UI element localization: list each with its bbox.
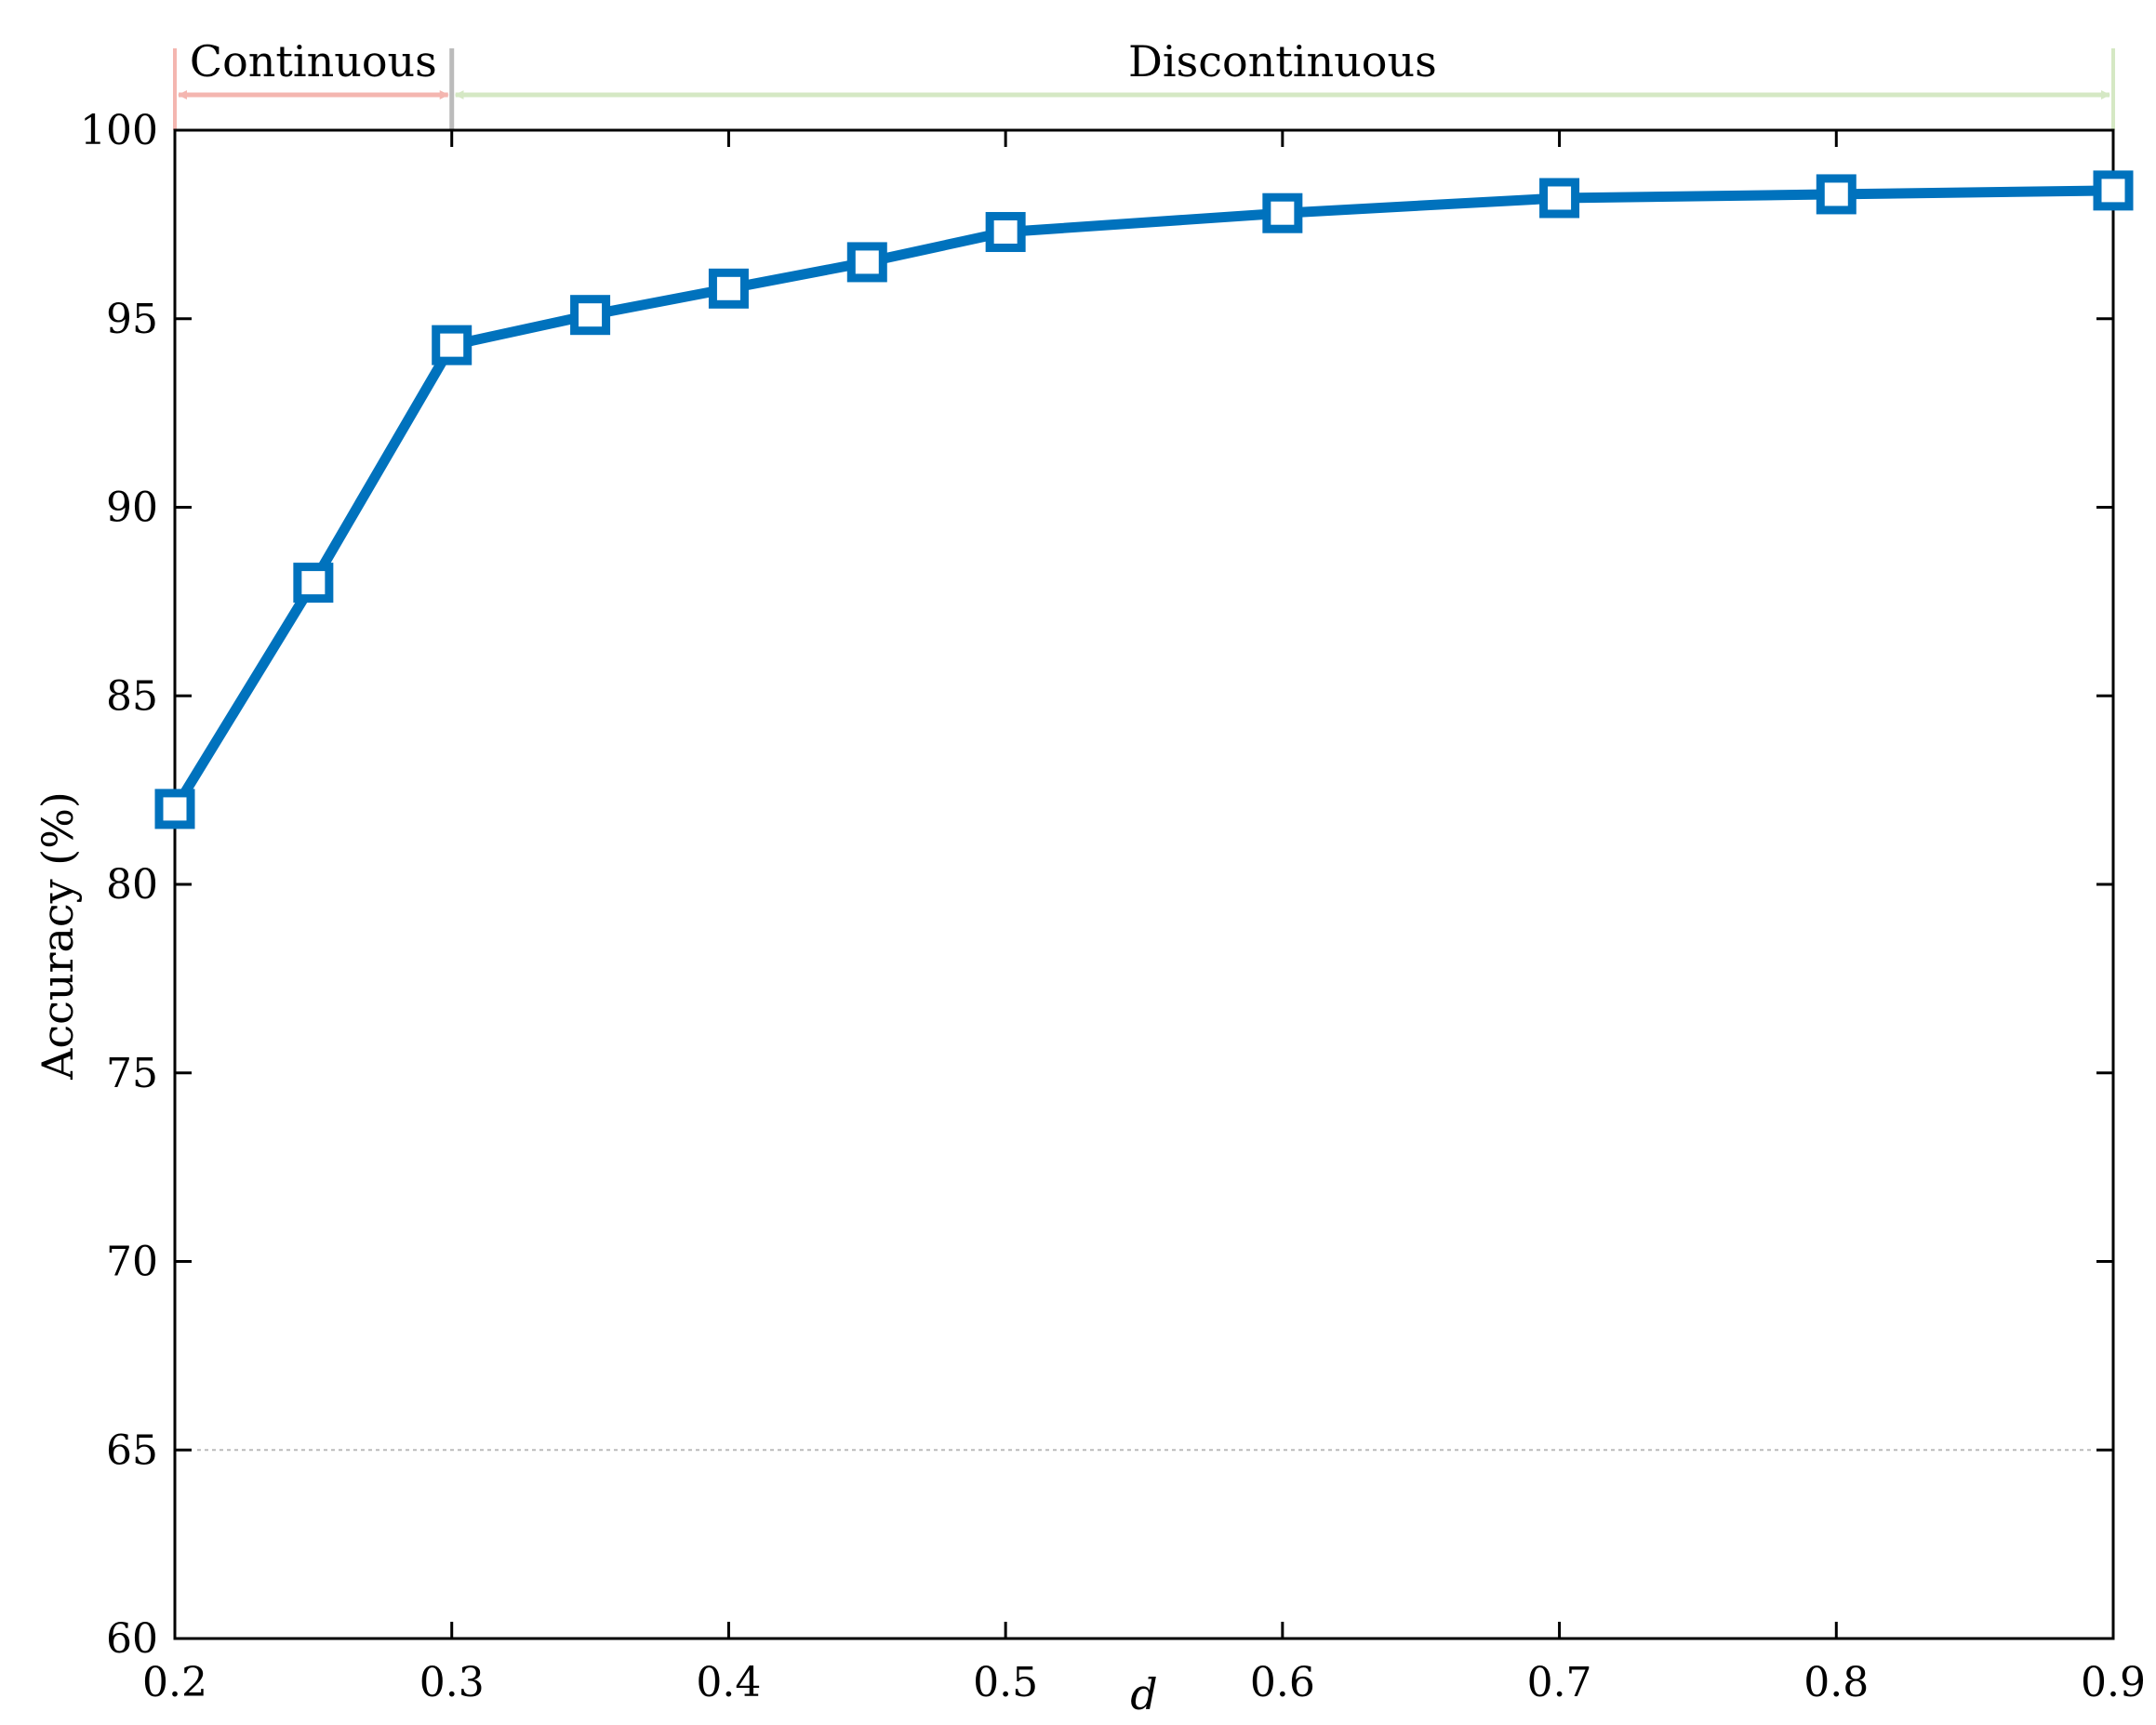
region-label: Discontinuous — [1128, 36, 1437, 86]
data-point — [708, 268, 749, 309]
x-axis-label: d — [1130, 1669, 1157, 1719]
data-point — [2093, 170, 2134, 211]
data-point — [846, 242, 887, 283]
y-tick-label: 85 — [106, 672, 158, 720]
x-tick-label: 0.7 — [1527, 1659, 1592, 1706]
x-tick-label: 0.2 — [142, 1659, 207, 1706]
y-tick-label: 100 — [80, 107, 158, 154]
x-tick-label: 0.4 — [696, 1659, 761, 1706]
data-point — [1816, 174, 1857, 215]
data-point — [432, 325, 472, 365]
region-label: Continuous — [190, 36, 437, 86]
data-point — [154, 789, 195, 829]
data-point — [1539, 178, 1580, 219]
y-tick-label: 90 — [106, 484, 158, 532]
region-annotations: Continuous Discontinuous — [173, 36, 2115, 130]
x-tick-label: 0.6 — [1250, 1659, 1315, 1706]
series-line — [170, 185, 2114, 812]
x-tick-label: 0.8 — [1803, 1659, 1869, 1706]
y-tick-label: 60 — [106, 1615, 158, 1663]
x-tick-label: 0.9 — [2081, 1659, 2146, 1706]
data-point — [985, 211, 1026, 252]
y-tick-label: 70 — [106, 1239, 158, 1286]
y-tick-label: 95 — [106, 296, 158, 343]
data-point — [293, 563, 334, 604]
y-tick-label: 80 — [106, 861, 158, 909]
y-tick-label: 65 — [106, 1426, 158, 1474]
y-tick-label: 75 — [106, 1050, 158, 1097]
x-tick-label: 0.3 — [419, 1659, 485, 1706]
series-layer — [154, 170, 2134, 829]
data-point — [570, 295, 611, 336]
x-tick-label: 0.5 — [973, 1659, 1038, 1706]
axis-ticks: 0.2 0.3 0.4 0.5 0.6 0.7 0.8 0.9 60 65 70 75 80 85 90 95… — [80, 107, 2146, 1706]
data-point — [1262, 192, 1303, 233]
y-axis-label: Accuracy (%) — [33, 791, 83, 1081]
